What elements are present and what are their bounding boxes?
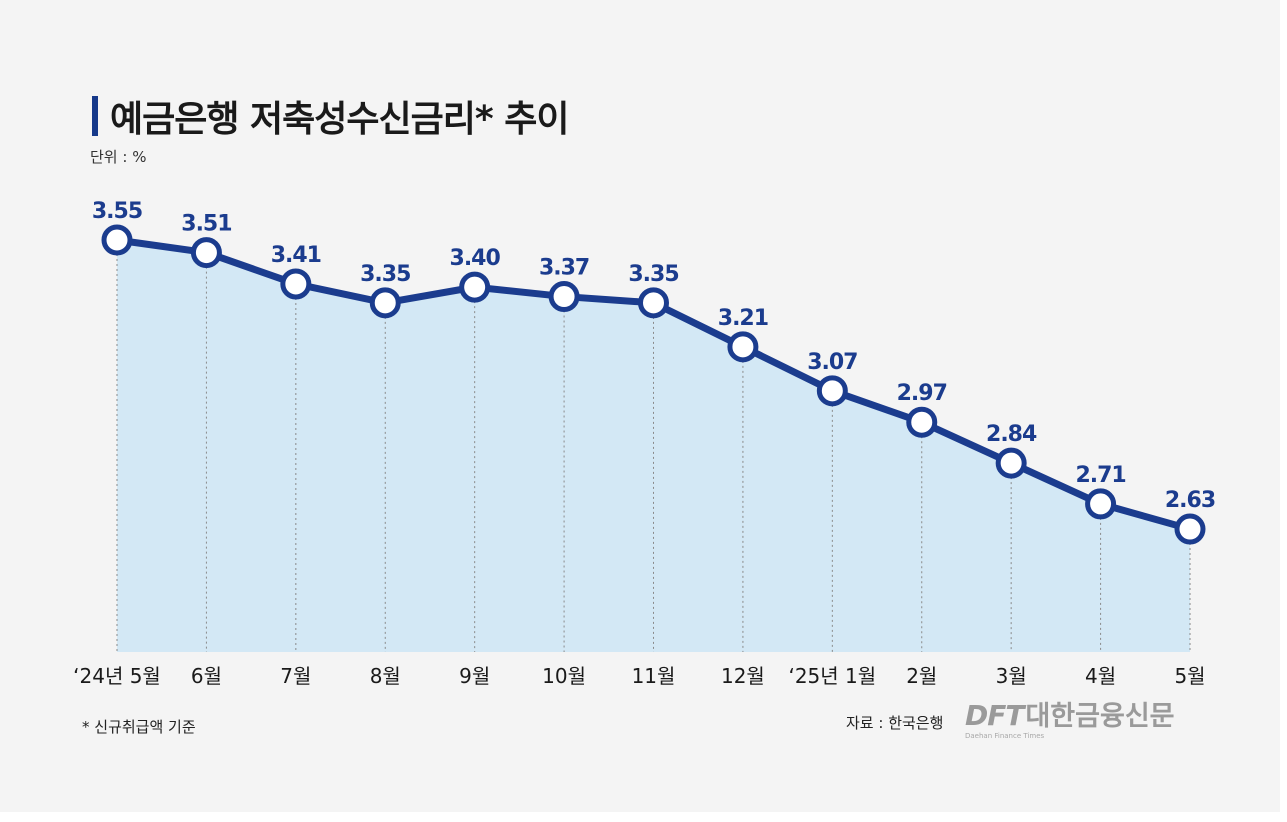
data-point [638,287,669,319]
data-point [1085,488,1117,520]
unit-label: 단위 : % [90,148,147,166]
data-label: 2.63 [1165,488,1215,513]
x-tick-label: 11월 [632,664,676,688]
x-tick-label: 2월 [906,664,937,688]
footnote: * 신규취급액 기준 [82,718,196,736]
source-label: 자료 : 한국은행 [846,714,944,732]
data-label: 3.37 [539,256,589,281]
data-point [1174,513,1206,545]
data-label: 3.51 [181,212,231,237]
data-label: 3.55 [92,199,142,224]
x-tick-label: 8월 [370,664,401,688]
chart-title: 예금은행 저축성수신금리* 추이 [110,99,569,140]
data-point [280,268,312,300]
data-point [101,224,133,256]
data-label: 3.40 [450,246,501,271]
x-tick-label: 7월 [280,664,311,688]
logo-subtitle: Daehan Finance Times [965,732,1045,740]
logo-mark: DFT [965,699,1024,732]
title-accent-bar [92,96,98,136]
x-tick-label: 10월 [542,664,586,688]
x-tick-label: 5월 [1174,664,1205,688]
data-point [727,331,759,363]
data-label: 3.35 [360,262,410,287]
x-tick-label: 3월 [996,664,1027,688]
data-label: 2.71 [1075,463,1125,488]
line-chart: 3.55 3.51 3.41 3.35 3.40 3.37 3.35 3.21 3.07 2.97… [73,199,1216,688]
data-label: 3.35 [628,262,678,287]
data-point [190,237,222,269]
x-tick-label: ‘25년 1월 [788,664,876,688]
data-label: 2.97 [897,381,947,406]
data-label: 3.07 [807,350,857,375]
data-point [369,287,401,319]
data-point [816,375,848,407]
logo-name: 대한금융신문 [1025,701,1175,732]
data-label: 2.84 [986,422,1037,447]
x-tick-label: 9월 [459,664,490,688]
x-tick-label: 6월 [191,664,222,688]
data-point [548,281,580,313]
x-tick-label: 4월 [1085,664,1116,688]
data-point [459,271,491,303]
data-point [995,447,1027,479]
data-label: 3.21 [718,306,768,331]
x-tick-label: ‘24년 5월 [73,664,161,688]
x-tick-label: 12월 [721,664,765,688]
data-point [906,406,938,438]
publisher-logo: DFT 대한금융신문 Daehan Finance Times [965,699,1175,741]
data-label: 3.41 [271,243,321,268]
